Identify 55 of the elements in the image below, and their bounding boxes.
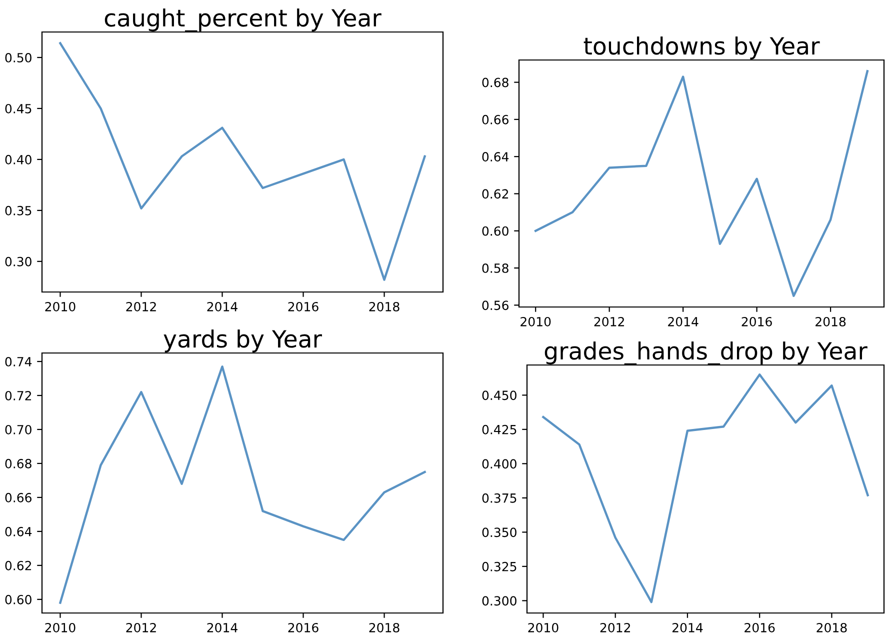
y-tick-label: 0.30 bbox=[5, 256, 32, 266]
x-tick-label: 2016 bbox=[742, 316, 772, 326]
x-tick-label: 2018 bbox=[369, 302, 400, 312]
y-tick-label: 0.40 bbox=[5, 154, 32, 164]
x-tick-label: 2018 bbox=[816, 622, 847, 632]
y-tick-label: 0.375 bbox=[482, 493, 516, 503]
x-tick-label: 2010 bbox=[528, 622, 558, 632]
y-tick-label: 0.50 bbox=[5, 52, 32, 62]
y-tick-label: 0.350 bbox=[482, 528, 516, 538]
chart-title: yards by Year bbox=[164, 330, 322, 352]
y-tick-label: 0.62 bbox=[5, 560, 32, 570]
line-series bbox=[59, 42, 426, 281]
line-series bbox=[59, 365, 426, 604]
x-tick-label: 2018 bbox=[369, 622, 400, 632]
chart-title: grades_hands_drop by Year bbox=[544, 341, 868, 365]
y-tick-label: 0.70 bbox=[5, 424, 32, 434]
x-tick-label: 2014 bbox=[668, 316, 698, 326]
y-tick-label: 0.60 bbox=[482, 226, 508, 236]
x-tick-label: 2012 bbox=[126, 302, 156, 312]
x-tick-label: 2014 bbox=[207, 622, 238, 632]
y-tick-label: 0.68 bbox=[482, 78, 508, 88]
line-series bbox=[534, 70, 869, 297]
x-tick-label: 2016 bbox=[288, 622, 318, 632]
y-tick-label: 0.64 bbox=[482, 152, 509, 162]
y-tick-label: 0.400 bbox=[482, 459, 516, 469]
x-tick-label: 2012 bbox=[600, 622, 630, 632]
x-tick-label: 2014 bbox=[207, 302, 238, 312]
y-tick-label: 0.35 bbox=[5, 206, 32, 216]
y-tick-label: 0.64 bbox=[5, 526, 32, 536]
y-tick-label: 0.300 bbox=[482, 596, 516, 606]
y-tick-label: 0.45 bbox=[5, 104, 32, 114]
x-tick-label: 2016 bbox=[288, 302, 318, 312]
y-tick-label: 0.56 bbox=[482, 300, 508, 310]
y-tick-label: 0.74 bbox=[5, 356, 32, 366]
y-tick-label: 0.425 bbox=[482, 424, 516, 434]
y-tick-label: 0.60 bbox=[5, 594, 32, 604]
x-tick-label: 2014 bbox=[672, 622, 703, 632]
y-tick-label: 0.450 bbox=[482, 390, 516, 400]
x-tick-label: 2012 bbox=[126, 622, 156, 632]
y-tick-label: 0.72 bbox=[5, 390, 32, 400]
chart-title: touchdowns by Year bbox=[584, 36, 820, 60]
x-tick-label: 2010 bbox=[45, 302, 76, 312]
x-tick-label: 2010 bbox=[520, 316, 551, 326]
y-tick-label: 0.68 bbox=[5, 458, 32, 468]
y-tick-label: 0.325 bbox=[482, 562, 516, 572]
y-tick-label: 0.66 bbox=[482, 114, 508, 124]
y-tick-label: 0.66 bbox=[5, 492, 32, 502]
x-tick-label: 2010 bbox=[45, 622, 76, 632]
x-tick-label: 2012 bbox=[594, 316, 624, 326]
y-tick-label: 0.58 bbox=[482, 263, 508, 273]
x-tick-label: 2018 bbox=[816, 316, 846, 326]
line-series bbox=[542, 373, 869, 604]
y-tick-label: 0.62 bbox=[482, 189, 508, 199]
chart-title: caught_percent by Year bbox=[104, 8, 382, 32]
x-tick-label: 2016 bbox=[744, 622, 775, 632]
